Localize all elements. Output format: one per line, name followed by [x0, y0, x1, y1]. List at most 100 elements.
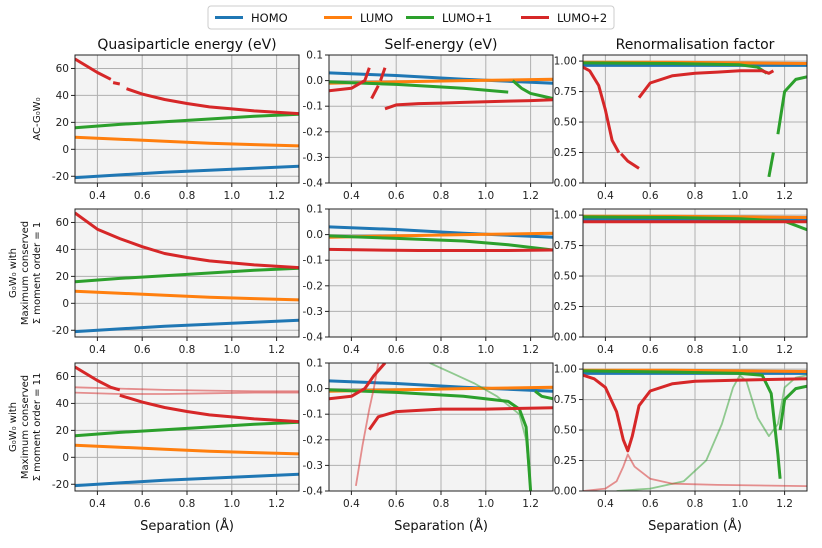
y-tick-label: -0.2	[303, 434, 324, 446]
series-line-homo	[75, 472, 299, 488]
x-tick-label: 1.0	[731, 344, 748, 356]
series-line-lumoplus2	[75, 57, 112, 81]
series-line-lumoplus2	[355, 363, 380, 487]
labels: Quasiparticle energy (eV) Self-energy (eV…	[8, 37, 775, 534]
x-axis-label-1: Separation (Å)	[394, 518, 488, 534]
x-tick-label: 0.8	[687, 344, 704, 356]
x-tick-label: 0.6	[388, 190, 405, 202]
panel-r1-c2: 0.4 0.6 0.8 1.0 1.2 1.00 0.75 0.50 0.25 0.00	[554, 208, 808, 356]
series-line-lumoplus2	[126, 87, 299, 116]
y-tick-label: 0.00	[554, 178, 577, 190]
y-tick-label: -0.1	[303, 101, 324, 113]
series-group	[583, 60, 807, 178]
panel-frame	[74, 208, 300, 338]
y-tick-label: 0.0	[306, 229, 323, 241]
x-tick-label: 0.8	[687, 190, 704, 202]
series-line-lumoplus1	[75, 112, 299, 130]
panel-frame	[582, 208, 808, 338]
series-line-lumoplus1	[616, 374, 807, 491]
x-tick-label: 1.0	[477, 344, 494, 356]
x-tick-label: 1.0	[477, 498, 494, 510]
x-tick-label: 1.0	[731, 498, 748, 510]
row-label-1-1: Maximum conserved	[20, 221, 31, 325]
y-tick-label: 0.0	[306, 383, 323, 395]
series-group	[75, 365, 299, 488]
y-tick-label: 40	[56, 398, 69, 410]
x-tick-label: 1.0	[223, 344, 240, 356]
x-tick-label: 0.6	[642, 344, 659, 356]
panel-frame	[582, 362, 808, 492]
y-tick-label: 0.75	[554, 86, 577, 98]
y-tick-label: 0.00	[554, 486, 577, 498]
row-label-2-2: Σ moment order = 11	[32, 373, 43, 482]
panel-frame	[328, 362, 554, 492]
y-tick-label: -20	[52, 479, 69, 491]
y-tick-label: 1.00	[554, 56, 577, 68]
y-tick-label: 0.75	[554, 394, 577, 406]
series-group	[329, 67, 553, 111]
series-group	[75, 211, 299, 334]
y-tick-label: -0.1	[303, 255, 324, 267]
column-title-2: Renormalisation factor	[616, 37, 775, 53]
series-line-lumoplus2	[583, 65, 621, 154]
y-tick-label: 1.00	[554, 364, 577, 376]
y-tick-label: 0.25	[554, 147, 577, 159]
panel-r1-c0: 0.4 0.6 0.8 1.0 1.2 -20 0 20 40 60	[52, 208, 300, 356]
y-tick-label: 20	[56, 271, 69, 283]
panels: 0.4 0.6 0.8 1.0 1.2 -20 0 20 40 60 0.4 0.6 0.8 1.0 1.2…	[52, 50, 808, 510]
x-tick-label: 1.2	[268, 498, 285, 510]
x-tick-label: 0.8	[433, 190, 450, 202]
series-line-lumoplus1	[778, 384, 807, 431]
x-tick-label: 0.4	[597, 498, 614, 510]
series-line-lumoplus1	[583, 61, 768, 75]
x-tick-label: 1.0	[731, 190, 748, 202]
x-tick-label: 0.8	[179, 344, 196, 356]
legend-label-lumo+1: LUMO+1	[442, 11, 492, 25]
y-tick-label: -0.3	[303, 460, 324, 472]
y-tick-label: 40	[56, 90, 69, 102]
y-tick-label: 0.25	[554, 301, 577, 313]
x-tick-label: 0.8	[179, 498, 196, 510]
series-line-lumoplus1	[429, 363, 532, 491]
x-tick-label: 0.8	[433, 344, 450, 356]
series-group	[329, 363, 553, 491]
panel-frame	[328, 208, 554, 338]
panel-r2-c2: 0.4 0.6 0.8 1.0 1.2 1.00 0.75 0.50 0.25 0.00	[554, 362, 808, 510]
panel-r0-c0: 0.4 0.6 0.8 1.0 1.2 -20 0 20 40 60	[52, 54, 300, 202]
x-tick-label: 0.8	[433, 498, 450, 510]
series-line-lumoplus1	[767, 152, 775, 178]
series-line-lumoplus2	[583, 453, 807, 491]
y-tick-label: 0.1	[306, 358, 323, 370]
x-tick-label: 1.2	[522, 498, 539, 510]
panel-r0-c1: 0.4 0.6 0.8 1.0 1.2 0.1 0.0 -0.1 -0.2 -0.3 -0.4	[303, 50, 554, 202]
series-line-lumo	[75, 443, 299, 456]
y-tick-label: 0	[62, 298, 69, 310]
x-tick-label: 1.2	[776, 190, 793, 202]
y-tick-label: 20	[56, 117, 69, 129]
y-tick-label: 0.0	[306, 75, 323, 87]
y-tick-label: 0.00	[554, 332, 577, 344]
series-line-lumoplus2	[370, 85, 380, 100]
y-tick-label: 60	[56, 63, 69, 75]
y-tick-label: -20	[52, 171, 69, 183]
series-line-lumoplus1	[511, 79, 553, 100]
x-tick-label: 0.4	[597, 344, 614, 356]
series-line-lumoplus2	[112, 81, 121, 86]
x-tick-label: 0.4	[343, 344, 360, 356]
series-line-lumoplus2	[75, 391, 299, 395]
y-tick-label: -0.1	[303, 409, 324, 421]
panel-frame	[74, 54, 300, 184]
y-tick-label: 1.00	[554, 210, 577, 222]
y-tick-label: 0.75	[554, 240, 577, 252]
y-tick-label: -0.4	[303, 178, 324, 190]
legend: HOMO LUMO LUMO+1 LUMO+2	[207, 5, 615, 30]
x-tick-label: 0.6	[388, 344, 405, 356]
y-tick-label: 0.25	[554, 455, 577, 467]
row-label-1-2: Σ moment order = 1	[32, 222, 43, 324]
series-line-lumoplus2	[583, 373, 807, 453]
series-line-lumoplus2	[75, 386, 299, 393]
y-tick-label: 0.1	[306, 204, 323, 216]
series-line-homo	[75, 318, 299, 334]
x-tick-label: 1.2	[776, 498, 793, 510]
series-group	[583, 214, 807, 232]
